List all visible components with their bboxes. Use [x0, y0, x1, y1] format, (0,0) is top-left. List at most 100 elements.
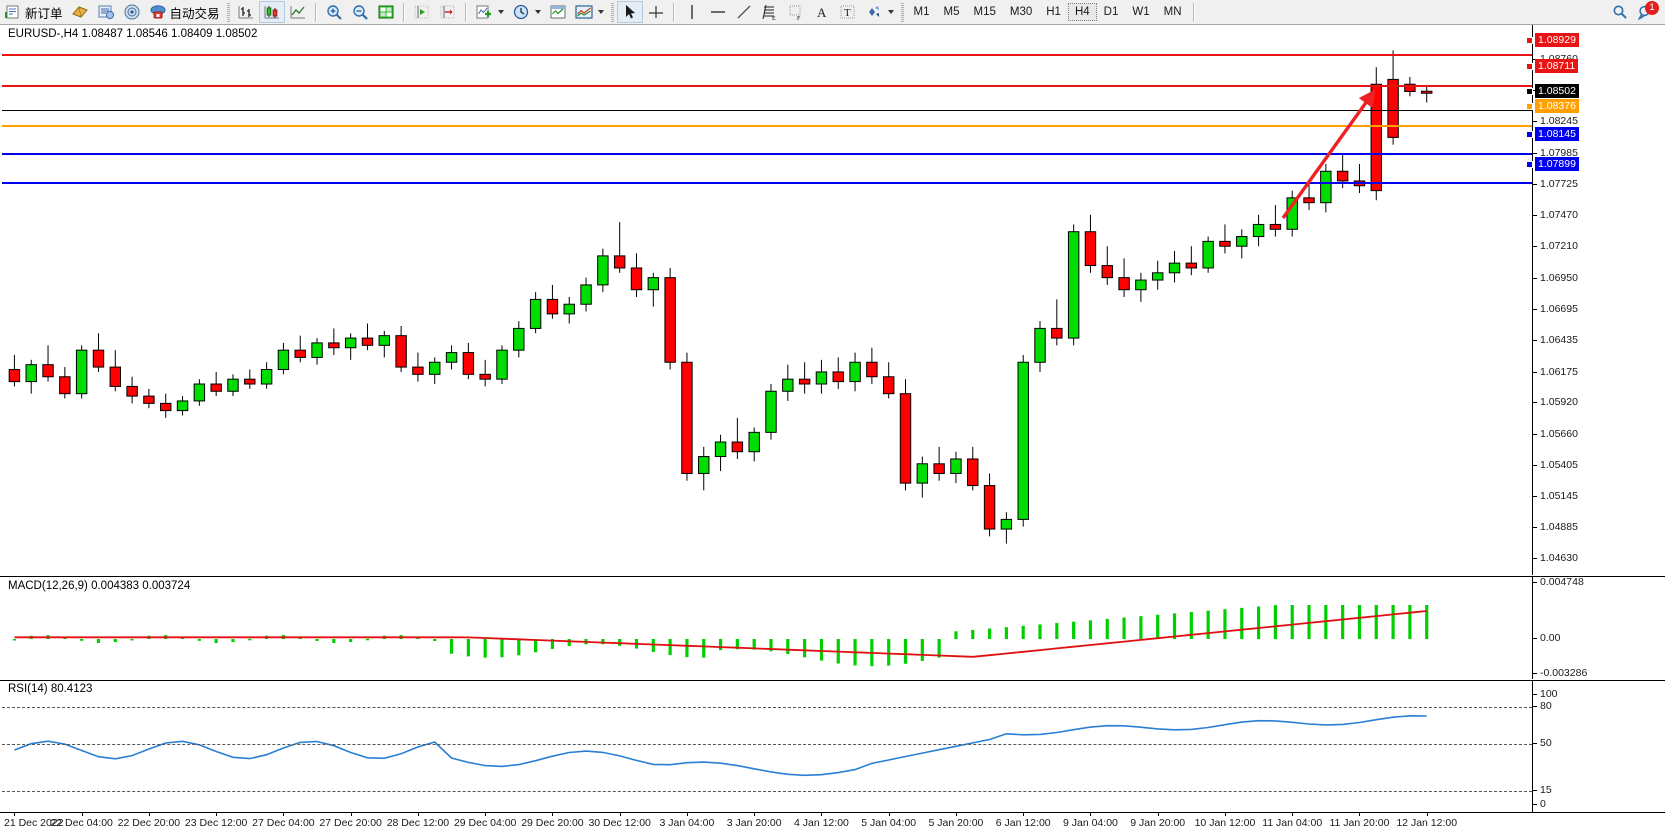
macd-axis[interactable]: 0.004748 0.00 -0.003286 [1532, 576, 1665, 679]
time-label: 22 Dec 20:00 [117, 817, 181, 829]
toolbar-grip-2[interactable] [610, 2, 614, 22]
expert-advisor-button[interactable] [67, 1, 93, 23]
rsi-plot[interactable]: RSI(14) 80.4123 [2, 681, 1532, 812]
price-axis[interactable]: 1.087601.085021.082451.079851.077251.074… [1526, 25, 1665, 575]
tile-windows-button[interactable] [373, 1, 399, 23]
svg-text:F: F [797, 16, 801, 22]
navigator-button[interactable] [119, 1, 145, 23]
level-line-1-08145[interactable] [2, 153, 1532, 155]
period-button[interactable] [508, 1, 545, 23]
time-label: 28 Dec 12:00 [386, 817, 450, 829]
shapes-icon [865, 3, 883, 21]
auto-scroll-button[interactable] [435, 1, 461, 23]
rsi-level-80 [2, 707, 1532, 708]
rsi-axis[interactable]: 100 80 50 15 0 [1532, 681, 1665, 812]
candlestick-chart-icon [263, 3, 281, 21]
macd-title: MACD(12,26,9) 0.004383 0.003724 [8, 580, 191, 592]
bar-chart-button[interactable] [233, 1, 259, 23]
time-label: 10 Jan 12:00 [1194, 817, 1256, 829]
autotrading-label: 自动交易 [169, 6, 220, 21]
expert-advisor-icon [71, 3, 89, 21]
time-axis[interactable]: 21 Dec 2022 22 Dec 04:00 22 Dec 20:00 23 De… [0, 812, 1665, 832]
text-label-button[interactable]: A [809, 1, 835, 23]
shift-end-button[interactable] [409, 1, 435, 23]
add-indicator-button[interactable] [471, 1, 508, 23]
new-order-button[interactable]: 新订单 [0, 1, 67, 23]
timeframe-m30[interactable]: M30 [1009, 6, 1033, 18]
horizontal-line-icon [709, 3, 727, 21]
crosshair-button[interactable] [643, 1, 669, 23]
time-tick [216, 813, 218, 816]
horizontal-line-button[interactable] [705, 1, 731, 23]
time-tick [1023, 813, 1025, 816]
toolbar-grip-3[interactable] [900, 2, 904, 22]
macd-pane[interactable]: MACD(12,26,9) 0.004383 0.003724 0.004748… [0, 576, 1665, 679]
level-handle[interactable] [1526, 88, 1533, 96]
time-label: 29 Dec 04:00 [453, 817, 517, 829]
period-caret-icon[interactable] [534, 10, 541, 14]
fibonacci-button[interactable]: E [757, 1, 783, 23]
timeframe-w1[interactable]: W1 [1132, 6, 1150, 18]
time-tick [888, 813, 890, 816]
timeframe-m1[interactable]: M1 [913, 6, 930, 18]
price-plot[interactable]: EURUSD-,H4 1.08487 1.08546 1.08409 1.085… [2, 25, 1532, 575]
candlestick-chart-button[interactable] [258, 1, 285, 23]
timeframe-m15[interactable]: M15 [973, 6, 996, 18]
timeframe-h1[interactable]: H1 [1046, 6, 1061, 18]
time-label: 11 Jan 20:00 [1329, 817, 1390, 829]
time-tick [485, 813, 487, 816]
zoom-in-button[interactable] [321, 1, 347, 23]
timeframe-m5[interactable]: M5 [943, 6, 960, 18]
svg-text:E: E [772, 16, 776, 22]
chart-area[interactable]: EURUSD-,H4 1.08487 1.08546 1.08409 1.085… [0, 25, 1665, 832]
rsi-pane[interactable]: RSI(14) 80.4123 100 80 50 15 0 [0, 680, 1665, 812]
zoom-out-button[interactable] [347, 1, 373, 23]
level-handle[interactable] [1526, 62, 1533, 70]
line-chart-button[interactable] [285, 1, 311, 23]
level-handle[interactable] [1526, 161, 1533, 169]
time-label: 11 Jan 04:00 [1262, 817, 1323, 829]
level-handle[interactable] [1526, 103, 1533, 111]
templates-button[interactable] [545, 1, 571, 23]
level-line-1-08376[interactable] [2, 125, 1532, 127]
timeframe-h4[interactable]: H4 [1067, 3, 1097, 21]
text-object-button[interactable]: T [835, 1, 861, 23]
level-line-1-07899[interactable] [2, 182, 1532, 184]
channel-icon: F [787, 3, 805, 22]
level-handle[interactable] [1526, 36, 1533, 44]
time-tick [619, 813, 621, 816]
vertical-line-button[interactable] [679, 1, 705, 23]
data-window-button[interactable] [93, 1, 119, 23]
time-tick [81, 813, 83, 816]
autotrading-button[interactable]: 自动交易 [145, 1, 224, 23]
rsi-level-50 [2, 744, 1532, 745]
search-button[interactable] [1607, 1, 1633, 23]
add-indicator-caret-icon[interactable] [497, 10, 504, 14]
rsi-series [14, 714, 1427, 777]
chart-template-button[interactable] [571, 1, 608, 23]
time-tick [552, 813, 554, 816]
chart-template-caret-icon[interactable] [597, 10, 604, 14]
svg-text:T: T [844, 7, 851, 19]
toolbar-grip-1[interactable] [226, 2, 230, 22]
price-pane[interactable]: EURUSD-,H4 1.08487 1.08546 1.08409 1.085… [0, 25, 1665, 575]
toolbar-separator-5 [1192, 2, 1195, 22]
alerts-button[interactable]: 1 [1633, 1, 1659, 23]
timeframe-d1[interactable]: D1 [1103, 6, 1119, 18]
level-line-1-08711[interactable] [2, 85, 1532, 87]
trendline-button[interactable] [731, 1, 757, 23]
level-handle[interactable] [1526, 131, 1533, 139]
cursor-button[interactable] [616, 1, 643, 23]
channel-button[interactable]: F [783, 1, 809, 23]
rsi-level-15 [2, 791, 1532, 792]
level-line-1-08929[interactable] [2, 54, 1532, 56]
macd-plot[interactable]: MACD(12,26,9) 0.004383 0.003724 [2, 577, 1532, 679]
time-label: 5 Jan 04:00 [861, 817, 917, 829]
shapes-caret-icon[interactable] [887, 10, 894, 14]
new-order-label: 新订单 [25, 6, 63, 21]
time-tick [1359, 813, 1361, 816]
time-label: 23 Dec 12:00 [184, 817, 248, 829]
timeframe-mn[interactable]: MN [1163, 6, 1182, 18]
shapes-button[interactable] [861, 1, 898, 23]
time-label: 27 Dec 04:00 [252, 817, 315, 829]
